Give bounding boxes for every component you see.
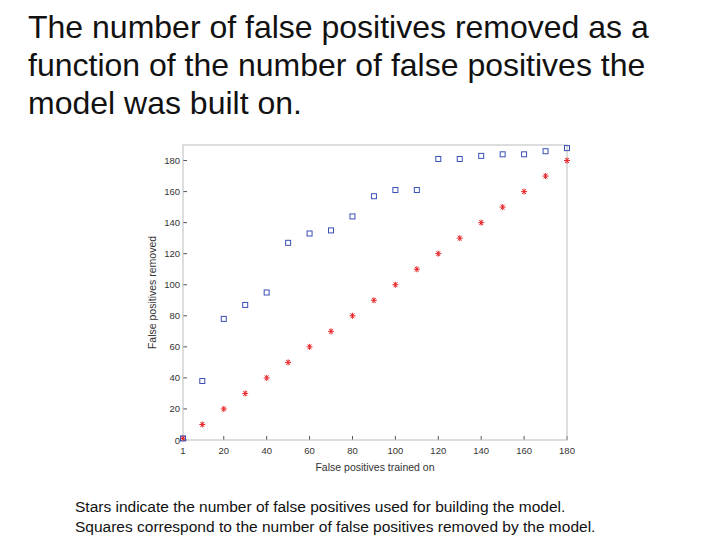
marks bbox=[180, 146, 570, 442]
y-tick-label: 0 bbox=[175, 435, 180, 446]
y-tick bbox=[183, 377, 187, 378]
annotation: Squares correspond to the number of fals… bbox=[75, 517, 715, 537]
plot-area bbox=[183, 145, 567, 440]
star-point bbox=[392, 282, 398, 288]
x-tick bbox=[481, 436, 482, 440]
y-tick bbox=[183, 346, 187, 347]
y-tick-label: 100 bbox=[164, 279, 180, 290]
square-point bbox=[371, 194, 376, 199]
square-point bbox=[522, 152, 527, 157]
square-point bbox=[181, 436, 186, 441]
star-point bbox=[500, 204, 506, 210]
square-point bbox=[565, 146, 570, 151]
square-point bbox=[500, 152, 505, 157]
y-tick bbox=[183, 191, 187, 192]
x-tick-label: 80 bbox=[347, 445, 358, 456]
square-point bbox=[436, 156, 441, 161]
notes: Stars indicate the number of false posit… bbox=[75, 497, 715, 537]
x-tick bbox=[223, 436, 224, 440]
x-tick-label: 100 bbox=[387, 445, 403, 456]
star-point bbox=[478, 220, 484, 226]
y-tick-label: 60 bbox=[169, 341, 180, 352]
square-point bbox=[307, 231, 312, 236]
star-point bbox=[328, 328, 334, 334]
x-tick-label: 120 bbox=[430, 445, 446, 456]
square-point bbox=[264, 290, 269, 295]
star-point bbox=[180, 435, 186, 441]
y-tick-label: 140 bbox=[164, 217, 180, 228]
square-point bbox=[200, 379, 205, 384]
y-tick bbox=[183, 253, 187, 254]
y-tick bbox=[183, 315, 187, 316]
chart: 1204060801001201401601800204060801001201… bbox=[0, 0, 720, 540]
square-point bbox=[221, 316, 226, 321]
star-point bbox=[199, 421, 205, 427]
square-point bbox=[243, 302, 248, 307]
plot-frame bbox=[183, 145, 567, 440]
star-point bbox=[457, 235, 463, 241]
star-point bbox=[242, 390, 248, 396]
square-point bbox=[286, 240, 291, 245]
x-tick-label: 180 bbox=[559, 445, 575, 456]
star-point bbox=[371, 297, 377, 303]
x-axis-label: False positives trained on bbox=[315, 461, 434, 473]
star-point bbox=[564, 158, 570, 164]
y-tick-label: 80 bbox=[169, 310, 180, 321]
y-tick bbox=[183, 284, 187, 285]
star-point bbox=[349, 313, 355, 319]
x-tick bbox=[395, 436, 396, 440]
x-tick-label: 140 bbox=[473, 445, 489, 456]
star-point bbox=[435, 251, 441, 257]
y-tick-label: 20 bbox=[169, 403, 180, 414]
x-tick-label: 160 bbox=[516, 445, 532, 456]
y-tick-label: 160 bbox=[164, 186, 180, 197]
annotation: Stars indicate the number of false posit… bbox=[75, 497, 715, 517]
square-point bbox=[393, 188, 398, 193]
y-tick-label: 120 bbox=[164, 248, 180, 259]
x-tick bbox=[309, 436, 310, 440]
y-axis-label: False positives removed bbox=[146, 236, 158, 349]
x-tick bbox=[266, 436, 267, 440]
star-point bbox=[264, 375, 270, 381]
x-tick-label: 40 bbox=[261, 445, 272, 456]
y-tick bbox=[183, 160, 187, 161]
square-point bbox=[457, 156, 462, 161]
x-tick bbox=[352, 436, 353, 440]
star-point bbox=[521, 189, 527, 195]
y-tick bbox=[183, 222, 187, 223]
x-tick bbox=[524, 436, 525, 440]
star-point bbox=[221, 406, 227, 412]
square-point bbox=[479, 153, 484, 158]
square-point bbox=[329, 228, 334, 233]
title: The number of false positives removed as… bbox=[28, 8, 678, 122]
x-tick-label: 60 bbox=[304, 445, 315, 456]
x-tick bbox=[438, 436, 439, 440]
x-tick-label: 20 bbox=[218, 445, 229, 456]
square-point bbox=[543, 149, 548, 154]
y-tick bbox=[183, 408, 187, 409]
square-point bbox=[350, 214, 355, 219]
square-point bbox=[414, 188, 419, 193]
y-tick-label: 40 bbox=[169, 372, 180, 383]
star-point bbox=[543, 173, 549, 179]
x-tick-label: 1 bbox=[180, 445, 185, 456]
star-point bbox=[414, 266, 420, 272]
star-point bbox=[285, 359, 291, 365]
star-point bbox=[307, 344, 313, 350]
y-tick-label: 180 bbox=[164, 155, 180, 166]
